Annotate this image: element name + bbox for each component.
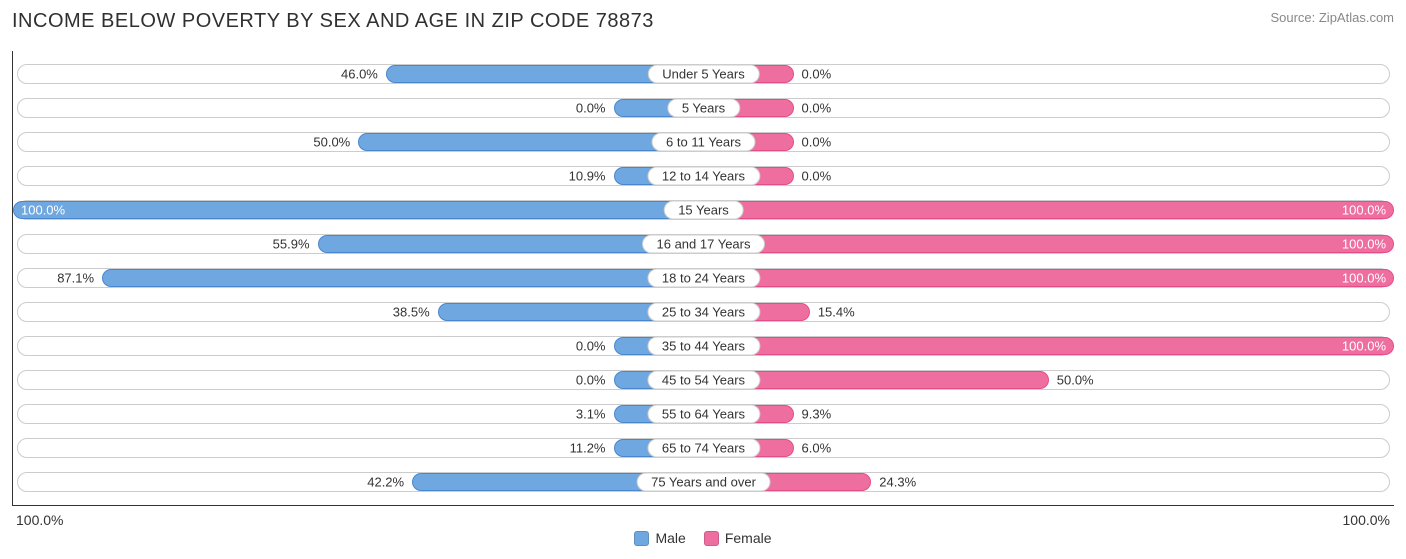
bar-female <box>704 235 1395 253</box>
value-label-female: 100.0% <box>1342 271 1386 286</box>
category-label: 35 to 44 Years <box>647 337 760 356</box>
table-row: 0.0% 50.0% 45 to 54 Years <box>13 365 1394 395</box>
bar-female <box>704 337 1395 355</box>
plot-area: 46.0% 0.0% Under 5 Years 0.0% 0.0% 5 Years 50.… <box>12 51 1394 506</box>
value-label-female: 100.0% <box>1342 237 1386 252</box>
value-label-male: 38.5% <box>393 305 430 320</box>
category-label: 16 and 17 Years <box>642 235 766 254</box>
chart-container: INCOME BELOW POVERTY BY SEX AND AGE IN Z… <box>0 0 1406 554</box>
value-label-female: 100.0% <box>1342 339 1386 354</box>
table-row: 46.0% 0.0% Under 5 Years <box>13 59 1394 89</box>
value-label-female: 15.4% <box>818 305 855 320</box>
category-label: 25 to 34 Years <box>647 303 760 322</box>
table-row: 50.0% 0.0% 6 to 11 Years <box>13 127 1394 157</box>
value-label-male: 0.0% <box>576 339 606 354</box>
value-label-male: 42.2% <box>367 475 404 490</box>
value-label-female: 0.0% <box>802 169 832 184</box>
value-label-male: 0.0% <box>576 373 606 388</box>
value-label-male: 3.1% <box>576 407 606 422</box>
value-label-female: 0.0% <box>802 101 832 116</box>
chart-header: INCOME BELOW POVERTY BY SEX AND AGE IN Z… <box>12 10 1394 33</box>
value-label-female: 50.0% <box>1057 373 1094 388</box>
x-axis: 100.0% 100.0% <box>12 512 1394 528</box>
category-label: 15 Years <box>663 201 744 220</box>
value-label-female: 100.0% <box>1342 203 1386 218</box>
legend-item-female: Female <box>704 530 772 546</box>
value-label-male: 100.0% <box>21 203 65 218</box>
value-label-male: 55.9% <box>273 237 310 252</box>
chart-source: Source: ZipAtlas.com <box>1270 10 1394 25</box>
value-label-female: 6.0% <box>802 441 832 456</box>
legend: Male Female <box>12 530 1394 546</box>
value-label-male: 0.0% <box>576 101 606 116</box>
axis-right-label: 100.0% <box>1343 512 1390 528</box>
value-label-female: 0.0% <box>802 135 832 150</box>
legend-label-male: Male <box>655 530 685 546</box>
table-row: 38.5% 15.4% 25 to 34 Years <box>13 297 1394 327</box>
category-label: 45 to 54 Years <box>647 371 760 390</box>
value-label-female: 0.0% <box>802 67 832 82</box>
table-row: 0.0% 100.0% 35 to 44 Years <box>13 331 1394 361</box>
category-label: 75 Years and over <box>636 473 771 492</box>
category-label: 55 to 64 Years <box>647 405 760 424</box>
category-label: 6 to 11 Years <box>651 133 756 152</box>
value-label-male: 46.0% <box>341 67 378 82</box>
value-label-male: 87.1% <box>57 271 94 286</box>
value-label-male: 50.0% <box>313 135 350 150</box>
category-label: 5 Years <box>667 99 740 118</box>
table-row: 55.9% 100.0% 16 and 17 Years <box>13 229 1394 259</box>
value-label-male: 11.2% <box>570 441 606 456</box>
bar-male <box>102 269 703 287</box>
axis-left-label: 100.0% <box>16 512 63 528</box>
chart-title: INCOME BELOW POVERTY BY SEX AND AGE IN Z… <box>12 10 654 33</box>
category-label: 65 to 74 Years <box>647 439 760 458</box>
category-label: 12 to 14 Years <box>647 167 760 186</box>
category-label: 18 to 24 Years <box>647 269 760 288</box>
value-label-female: 9.3% <box>802 407 832 422</box>
table-row: 87.1% 100.0% 18 to 24 Years <box>13 263 1394 293</box>
value-label-male: 10.9% <box>569 169 606 184</box>
legend-swatch-male <box>634 531 649 546</box>
table-row: 10.9% 0.0% 12 to 14 Years <box>13 161 1394 191</box>
legend-swatch-female <box>704 531 719 546</box>
table-row: 3.1% 9.3% 55 to 64 Years <box>13 399 1394 429</box>
bar-male <box>13 201 704 219</box>
table-row: 42.2% 24.3% 75 Years and over <box>13 467 1394 497</box>
legend-label-female: Female <box>725 530 772 546</box>
bar-female <box>704 201 1395 219</box>
legend-item-male: Male <box>634 530 685 546</box>
table-row: 11.2% 6.0% 65 to 74 Years <box>13 433 1394 463</box>
value-label-female: 24.3% <box>879 475 916 490</box>
bar-female <box>704 269 1395 287</box>
chart-footer: 100.0% 100.0% Male Female <box>12 512 1394 546</box>
table-row: 0.0% 0.0% 5 Years <box>13 93 1394 123</box>
table-row: 100.0% 100.0% 15 Years <box>13 195 1394 225</box>
category-label: Under 5 Years <box>647 65 759 84</box>
